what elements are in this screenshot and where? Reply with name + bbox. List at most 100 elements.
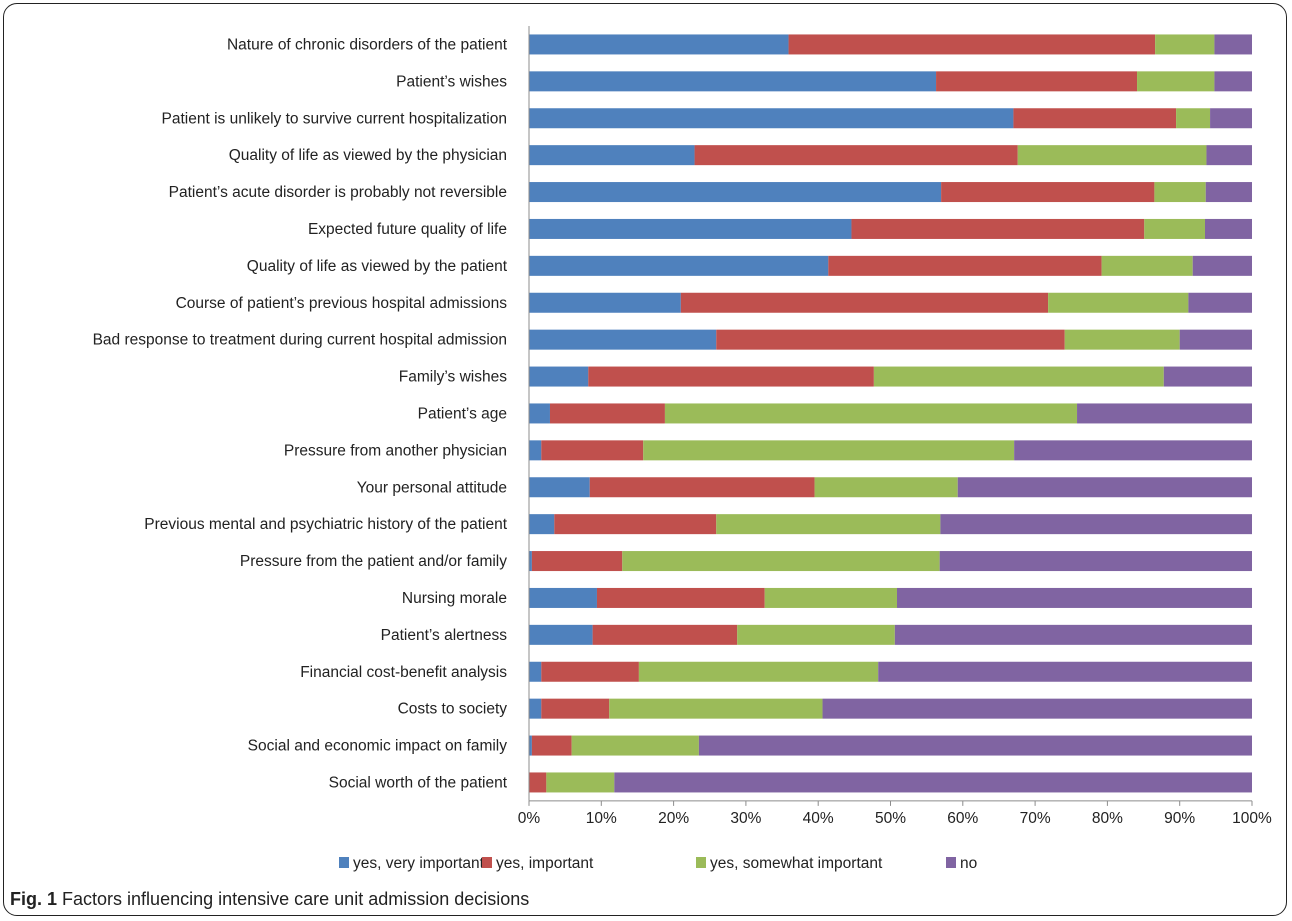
legend-swatch (696, 857, 706, 868)
bar-segment-no (894, 624, 1252, 645)
category-label: Bad response to treatment during current… (93, 332, 507, 349)
category-label: Quality of life as viewed by the physici… (229, 147, 507, 164)
bar-segment-yes-important (716, 329, 1065, 350)
bar-segment-yes-important (529, 772, 547, 793)
x-tick-label: 60% (947, 810, 978, 827)
category-label: Expected future quality of life (308, 221, 507, 238)
bar-segment-yes-very-important (529, 108, 1014, 129)
x-tick-label: 30% (730, 810, 761, 827)
bar-segment-no (1014, 440, 1252, 461)
bar-segment-yes-very-important (529, 477, 590, 498)
bar-segment-yes-important (541, 698, 610, 719)
category-label: Social worth of the patient (329, 774, 508, 791)
bar-segment-no (1214, 71, 1252, 92)
x-tick-label: 70% (1020, 810, 1051, 827)
bar-segment-yes-somewhat-important (638, 661, 879, 682)
bar-segment-yes-very-important (529, 255, 829, 276)
bar-segment-yes-very-important (529, 403, 550, 424)
bar-segment-yes-somewhat-important (546, 772, 615, 793)
category-label: Costs to society (398, 701, 508, 718)
bar-segment-yes-very-important (529, 587, 597, 608)
category-label: Nursing morale (402, 590, 507, 607)
bar-segment-yes-important (596, 587, 765, 608)
bar-segment-no (822, 698, 1252, 719)
category-label: Your personal attitude (357, 479, 507, 496)
bar-segment-yes-very-important (529, 218, 852, 239)
legend: yes, very important yes, important yes, so… (339, 855, 977, 872)
category-label: Financial cost-benefit analysis (300, 664, 507, 681)
bar-segment-yes-very-important (529, 440, 542, 461)
category-label: Patient’s wishes (396, 73, 507, 90)
bar-segment-yes-very-important (529, 182, 942, 203)
bar-segment-yes-somewhat-important (1176, 108, 1211, 129)
bar-segment-yes-important (549, 403, 665, 424)
category-label: Course of patient’s previous hospital ad… (176, 295, 508, 312)
bar-segment-yes-important (1013, 108, 1177, 129)
bar-segment-yes-important (851, 218, 1145, 239)
legend-swatch (482, 857, 492, 868)
bar-segment-yes-somewhat-important (1155, 34, 1215, 55)
bar-segment-yes-very-important (529, 661, 542, 682)
bar-segment-yes-somewhat-important (1154, 182, 1206, 203)
bar-segment-yes-important (680, 292, 1049, 313)
bar-segment-no (940, 514, 1252, 535)
bar-segment-yes-important (936, 71, 1138, 92)
bar-segment-yes-somewhat-important (1064, 329, 1180, 350)
bar-segment-yes-important (541, 661, 639, 682)
bar-segment-yes-important (554, 514, 717, 535)
bar-segment-no (1163, 366, 1252, 387)
category-label: Pressure from another physician (284, 442, 507, 459)
x-tick-label: 40% (803, 810, 834, 827)
bar-segment-yes-somewhat-important (1137, 71, 1215, 92)
bar-segment-yes-important (828, 255, 1102, 276)
bars-group (529, 34, 1252, 793)
bar-segment-yes-important (541, 440, 644, 461)
bar-segment-yes-very-important (529, 34, 789, 55)
bar-segment-yes-important (788, 34, 1156, 55)
bar-segment-no (1077, 403, 1252, 424)
legend-label: yes, somewhat important (710, 855, 883, 872)
bar-segment-yes-somewhat-important (571, 735, 699, 756)
bar-segment-yes-important (531, 551, 623, 572)
category-label: Patient is unlikely to survive current h… (162, 110, 507, 127)
bar-segment-yes-important (589, 477, 815, 498)
category-label: Family’s wishes (399, 369, 507, 386)
bar-segment-no (1205, 182, 1252, 203)
bar-segment-no (1214, 34, 1252, 55)
category-label: Previous mental and psychiatric history … (144, 516, 507, 533)
bar-segment-yes-very-important (529, 514, 555, 535)
bar-segment-yes-very-important (529, 329, 717, 350)
bar-segment-yes-somewhat-important (1048, 292, 1189, 313)
x-tick-label: 100% (1232, 810, 1272, 827)
bar-segment-yes-important (588, 366, 874, 387)
bar-segment-no (878, 661, 1252, 682)
bar-segment-yes-very-important (529, 624, 593, 645)
bar-segment-no (614, 772, 1252, 793)
bar-segment-yes-somewhat-important (873, 366, 1164, 387)
bar-segment-yes-somewhat-important (609, 698, 823, 719)
bar-segment-yes-very-important (529, 292, 681, 313)
category-label: Patient’s acute disorder is probably not… (169, 184, 507, 201)
x-tick-label: 80% (1092, 810, 1123, 827)
category-labels: Nature of chronic disorders of the patie… (93, 36, 508, 791)
bar-segment-yes-important (694, 145, 1018, 166)
bar-segment-yes-somewhat-important (1144, 218, 1206, 239)
category-label: Nature of chronic disorders of the patie… (227, 36, 508, 53)
x-tick-label: 20% (658, 810, 689, 827)
figure-caption: Fig. 1 Factors influencing intensive car… (10, 889, 529, 910)
bar-segment-no (1206, 145, 1252, 166)
bar-segment-no (897, 587, 1252, 608)
bar-segment-no (1192, 255, 1252, 276)
bar-segment-yes-somewhat-important (1017, 145, 1207, 166)
caption-text: Factors influencing intensive care unit … (62, 889, 530, 909)
bar-segment-yes-somewhat-important (764, 587, 898, 608)
bar-segment-yes-very-important (529, 145, 695, 166)
bar-segment-yes-somewhat-important (622, 551, 940, 572)
bar-segment-yes-somewhat-important (737, 624, 895, 645)
legend-swatch (339, 857, 349, 868)
category-label: Social and economic impact on family (248, 738, 508, 755)
figure-frame (3, 3, 1287, 916)
bar-segment-no (939, 551, 1252, 572)
bar-segment-no (1179, 329, 1252, 350)
